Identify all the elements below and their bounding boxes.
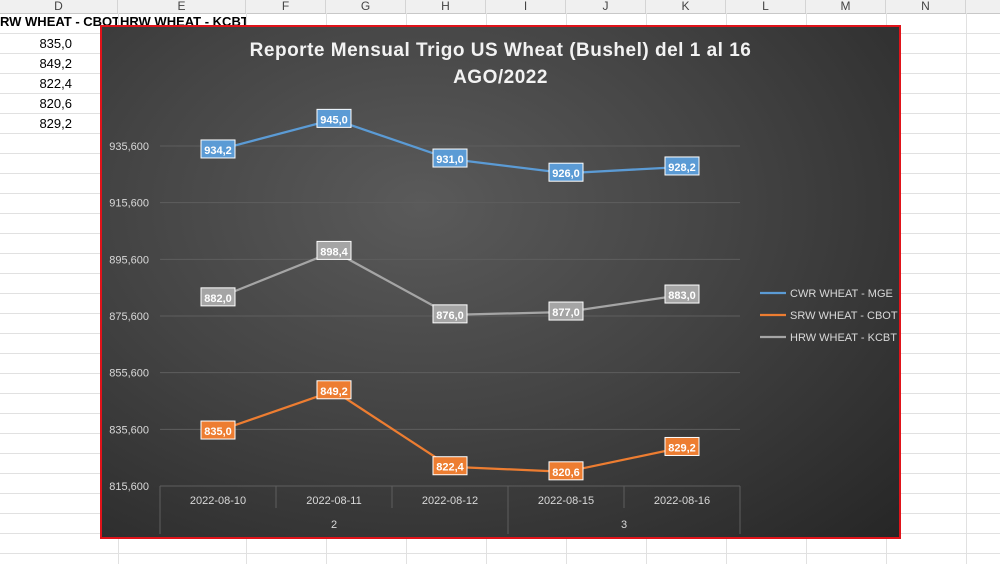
group-label: 2: [331, 519, 337, 531]
x-tick-label: 2022-08-12: [422, 495, 478, 507]
data-label-text: 883,0: [668, 290, 696, 302]
data-label-box: [200, 139, 236, 159]
column-header-g[interactable]: G: [326, 0, 406, 13]
x-tick-label: 2022-08-15: [538, 495, 594, 507]
line-chart: 815,600 835,600 855,600 875,600 895,600 915,6…: [109, 108, 898, 534]
y-tick-label: 855,600: [109, 368, 149, 380]
column-header-h[interactable]: H: [406, 0, 486, 13]
x-tick-label: 2022-08-10: [190, 495, 246, 507]
chart-title-line-2: AGO/2022: [453, 67, 548, 88]
data-label-box: [316, 108, 352, 128]
cell-d6[interactable]: 829,2: [39, 116, 72, 131]
data-label: 835,0: [200, 420, 236, 440]
data-label: 849,2: [316, 380, 352, 400]
column-header-j[interactable]: J: [566, 0, 646, 13]
x-tick-label: 2022-08-16: [654, 495, 710, 507]
column-header-k[interactable]: K: [646, 0, 726, 13]
column-header-d[interactable]: D: [0, 0, 118, 13]
row-gridline: [0, 553, 1000, 554]
data-label: 898,4: [316, 240, 352, 260]
data-label-text: 898,4: [320, 246, 348, 258]
data-label-box: [432, 148, 468, 168]
data-label-box: [316, 380, 352, 400]
column-header-e[interactable]: E: [118, 0, 246, 13]
data-label: 829,2: [664, 436, 700, 456]
cell-d4[interactable]: 822,4: [39, 76, 72, 91]
data-label-box: [548, 301, 584, 321]
data-label-text: 835,0: [204, 426, 232, 438]
data-label: 945,0: [316, 108, 352, 128]
legend-entry: CWR WHEAT - MGE: [790, 288, 893, 300]
data-label-text: 926,0: [552, 168, 580, 180]
column-gridline: [966, 13, 967, 564]
data-label-box: [664, 156, 700, 176]
data-label-text: 934,2: [204, 145, 232, 157]
y-tick-label: 815,600: [109, 481, 149, 493]
column-header-n[interactable]: N: [886, 0, 966, 13]
data-label-text: 928,2: [668, 162, 696, 174]
data-label-box: [200, 287, 236, 307]
data-label-text: 822,4: [436, 462, 464, 474]
data-label: 877,0: [548, 301, 584, 321]
data-label-text: 820,6: [552, 467, 580, 479]
y-tick-label: 875,600: [109, 311, 149, 323]
y-tick-label: 915,600: [109, 198, 149, 210]
column-header-f[interactable]: F: [246, 0, 326, 13]
data-label-text: 829,2: [668, 442, 696, 454]
column-header-i[interactable]: I: [486, 0, 566, 13]
group-label: 3: [621, 519, 627, 531]
data-label-text: 877,0: [552, 307, 580, 319]
data-label: 820,6: [548, 461, 584, 481]
chart-title-line-1: Reporte Mensual Trigo US Wheat (Bushel) …: [249, 40, 752, 61]
chart-area[interactable]: Reporte Mensual Trigo US Wheat (Bushel) …: [100, 25, 901, 539]
legend-entry: HRW WHEAT - KCBT: [790, 332, 897, 344]
x-tick-label: 2022-08-11: [306, 495, 361, 507]
data-label-box: [432, 456, 468, 476]
data-label-text: 849,2: [320, 386, 348, 398]
legend-entry: SRW WHEAT - CBOT: [790, 310, 898, 322]
cell-d1[interactable]: RW WHEAT - CBOT: [0, 14, 118, 29]
data-label: 934,2: [200, 139, 236, 159]
column-header-l[interactable]: L: [726, 0, 806, 13]
chart-title: Reporte Mensual Trigo US Wheat (Bushel) …: [102, 37, 899, 91]
data-label-text: 876,0: [436, 310, 464, 322]
data-label: 928,2: [664, 156, 700, 176]
y-tick-label: 835,600: [109, 424, 149, 436]
data-label-text: 931,0: [436, 154, 464, 166]
data-label: 931,0: [432, 148, 468, 168]
data-label-box: [548, 461, 584, 481]
data-label-box: [432, 304, 468, 324]
data-label-box: [200, 420, 236, 440]
data-label: 883,0: [664, 284, 700, 304]
data-label-text: 945,0: [320, 114, 348, 126]
data-label: 926,0: [548, 162, 584, 182]
data-label: 822,4: [432, 456, 468, 476]
data-label-box: [316, 240, 352, 260]
data-label: 882,0: [200, 287, 236, 307]
y-tick-label: 935,600: [109, 141, 149, 153]
cell-d3[interactable]: 849,2: [39, 56, 72, 71]
data-label-box: [664, 436, 700, 456]
y-tick-label: 895,600: [109, 254, 149, 266]
data-label-box: [548, 162, 584, 182]
data-label-box: [664, 284, 700, 304]
column-header-m[interactable]: M: [806, 0, 886, 13]
data-label: 876,0: [432, 304, 468, 324]
data-label-text: 882,0: [204, 293, 232, 305]
cell-d5[interactable]: 820,6: [39, 96, 72, 111]
cell-d2[interactable]: 835,0: [39, 36, 72, 51]
